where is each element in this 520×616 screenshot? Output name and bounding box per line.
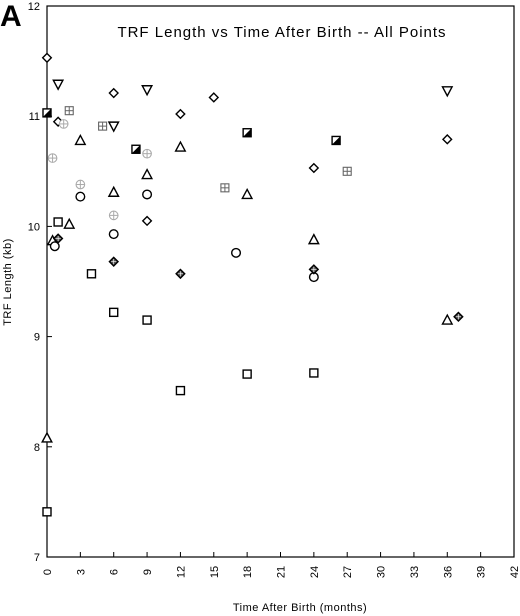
data-point-circle-cross — [142, 148, 152, 159]
data-point-square-cross — [342, 166, 352, 176]
data-point-circle-cross — [108, 210, 119, 221]
data-point-triangle-open — [307, 233, 320, 245]
x-axis: 0 3 6 9 12 15 18 21 24 27 30 33 36 39 42 — [42, 552, 520, 578]
data-point-triangle-open — [441, 313, 454, 325]
data-point-triangle-down-open — [107, 121, 120, 133]
data-point-square-cross — [98, 121, 108, 131]
x-tick-label: 6 — [109, 569, 121, 575]
data-point-square-open — [242, 369, 252, 379]
x-tick-label: 24 — [309, 566, 321, 578]
data-point-diamond-open — [175, 108, 186, 120]
x-tick-label: 39 — [476, 566, 488, 578]
data-point-diamond-filled — [52, 233, 64, 244]
data-point-diamond-filled — [108, 256, 120, 267]
data-point-diamond-filled — [308, 264, 320, 275]
data-point-diamond-open — [108, 87, 120, 99]
data-point-circle-open — [231, 247, 242, 258]
data-point-square-half — [242, 128, 252, 138]
data-point-diamond-open — [308, 162, 320, 174]
data-point-square-half — [331, 135, 341, 146]
x-tick-label: 3 — [75, 569, 87, 575]
data-point-triangle-open — [63, 217, 76, 229]
y-tick-label: 10 — [28, 221, 40, 233]
data-point-triangle-open — [241, 187, 254, 200]
data-point-diamond-open — [41, 52, 53, 64]
y-tick-label: 8 — [34, 442, 40, 454]
data-point-square-open — [309, 368, 319, 378]
data-point-triangle-open — [174, 140, 187, 152]
data-point-square-half — [42, 108, 52, 118]
x-tick-label: 9 — [142, 569, 154, 575]
data-point-diamond-open — [441, 134, 453, 145]
x-tick-label: 12 — [175, 566, 187, 578]
data-point-triangle-open — [141, 168, 154, 180]
data-point-square-open — [86, 269, 97, 279]
y-tick-label: 9 — [34, 332, 40, 344]
y-tick-label: 12 — [28, 1, 40, 13]
data-point-triangle-down-open — [141, 85, 154, 97]
x-tick-label: 18 — [242, 566, 254, 578]
y-axis: 7 8 9 10 11 12 — [28, 1, 52, 564]
data-point-diamond-open — [208, 92, 220, 103]
x-tick-label: 36 — [442, 566, 454, 578]
y-tick-label: 7 — [34, 552, 40, 564]
y-tick-label: 11 — [29, 111, 40, 123]
x-axis-title: Time After Birth (months) — [233, 602, 367, 614]
x-tick-label: 15 — [209, 566, 221, 578]
data-point-circle-open — [49, 241, 60, 252]
data-point-square-half — [131, 144, 141, 154]
data-points — [41, 52, 464, 517]
data-point-diamond-filled — [175, 268, 186, 280]
data-point-circle-cross — [58, 119, 69, 129]
data-point-diamond-open — [141, 215, 153, 227]
data-point-circle-cross — [47, 153, 58, 163]
data-point-square-open — [53, 217, 63, 227]
data-point-square-open — [142, 315, 152, 325]
data-point-square-cross — [64, 106, 74, 116]
data-point-triangle-down-open — [441, 86, 454, 98]
data-point-triangle-open — [107, 185, 120, 197]
x-tick-label: 33 — [409, 566, 421, 578]
data-point-triangle-open — [74, 133, 87, 146]
x-tick-label: 30 — [376, 566, 388, 578]
panel-label: A — [0, 0, 22, 33]
x-tick-label: 21 — [276, 566, 288, 578]
chart-title: TRF Length vs Time After Birth -- All Po… — [117, 24, 446, 41]
x-tick-label: 42 — [509, 566, 520, 578]
data-point-square-open — [175, 385, 186, 396]
data-point-diamond-filled — [453, 311, 464, 323]
data-point-square-open — [42, 507, 52, 517]
x-tick-label: 0 — [42, 569, 54, 575]
data-point-circle-open — [75, 191, 86, 202]
x-tick-label: 27 — [342, 566, 354, 578]
data-point-circle-cross — [75, 179, 86, 190]
data-point-square-open — [109, 307, 119, 318]
data-point-square-cross — [220, 183, 230, 193]
data-point-circle-open — [142, 189, 153, 200]
y-axis-title: TRF Length (kb) — [2, 238, 14, 326]
data-point-triangle-down-open — [52, 79, 65, 91]
data-point-triangle-open — [41, 431, 53, 443]
data-point-circle-open — [108, 229, 119, 240]
